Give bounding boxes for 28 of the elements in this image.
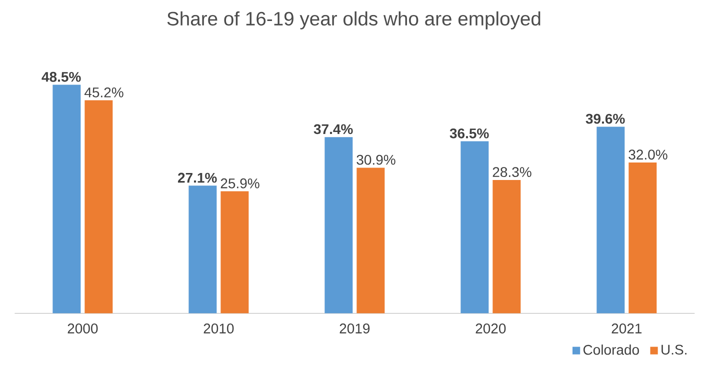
data-label: 48.5% [42, 72, 81, 82]
bar [324, 137, 353, 314]
legend-label: U.S. [662, 344, 686, 355]
data-label: 45.2% [84, 87, 124, 98]
data-label: 28.3% [492, 167, 532, 178]
data-label: 32.0% [628, 150, 668, 160]
data-label: 37.4% [314, 124, 353, 134]
chart-title: Share of 16-19 year olds who are employed [167, 11, 540, 30]
bar [460, 141, 489, 314]
data-label: 36.5% [450, 128, 489, 138]
bar [628, 162, 657, 314]
bar [596, 126, 625, 314]
bar [52, 84, 81, 314]
bar [188, 186, 217, 314]
data-label: 25.9% [220, 178, 260, 188]
data-label: 30.9% [356, 154, 396, 165]
data-label: 27.1% [178, 172, 217, 183]
x-tick-label: 2000 [68, 324, 98, 334]
data-label: 39.6% [586, 114, 625, 124]
bar [356, 168, 385, 314]
x-tick-label: 2019 [340, 324, 370, 334]
x-tick-label: 2020 [476, 324, 506, 334]
x-tick-label: 2021 [612, 324, 642, 334]
bar [220, 191, 249, 314]
legend-label: Colorado [583, 344, 639, 355]
bar [84, 100, 113, 314]
x-tick-label: 2010 [204, 324, 234, 334]
bar [492, 180, 521, 314]
